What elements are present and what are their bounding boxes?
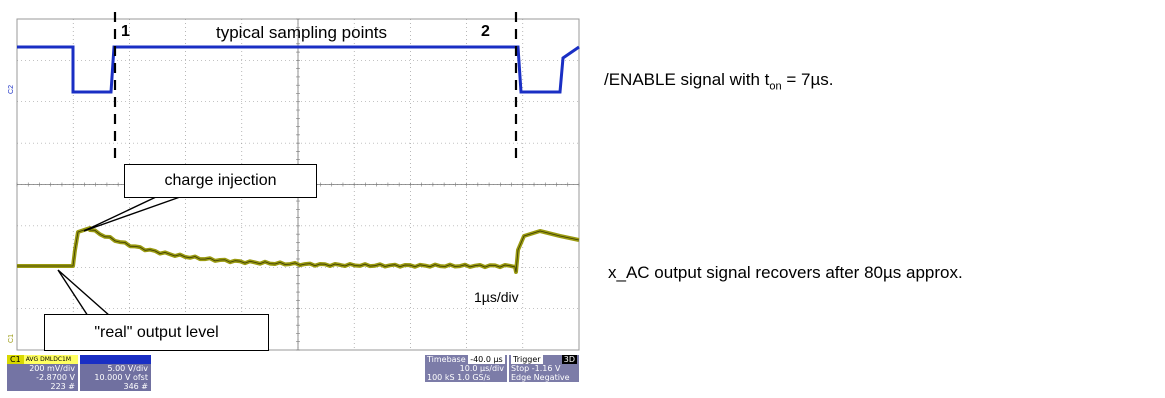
sampling-marker-2: 2: [481, 23, 490, 40]
real-output-leader: [57, 269, 111, 317]
trigger-panel[interactable]: Trigger 3D Stop -1.16 V Edge Negative: [509, 355, 579, 382]
scope-traces: [17, 45, 580, 274]
trigger-label: Trigger: [511, 355, 543, 364]
c1-panel[interactable]: C1 AVG DMLDC1M 200 mV/div -2.8700 V 223 …: [7, 355, 78, 391]
timebase-value: -40.0 µs: [468, 355, 505, 364]
real-output-level-callout: "real" output level: [44, 314, 269, 351]
c1-volts-div: 200 mV/div: [29, 364, 75, 373]
enable-trace: [17, 45, 580, 94]
xac-trace-core: [17, 227, 580, 273]
timebase-rate: 100 kS 1.0 GS/s: [427, 373, 491, 382]
scale-label: 1µs/div: [474, 289, 519, 305]
callout-leaders: [57, 196, 181, 317]
c1-tags: AVG DMLDC1M: [23, 355, 78, 364]
ch2-marker: C2: [7, 85, 15, 94]
trigger-badge: 3D: [561, 355, 577, 364]
sampling-lines: [113, 12, 518, 160]
charge-injection-callout: charge injection: [124, 164, 317, 198]
c1-offset: -2.8700 V: [36, 373, 75, 382]
c2-panel[interactable]: 5.00 V/div 10.000 V ofst 346 #: [80, 355, 151, 391]
enable-signal-note: /ENABLE signal with ton = 7µs.: [604, 70, 834, 93]
charge-injection-leader: [83, 196, 181, 232]
xac-recovery-note: x_AC output signal recovers after 80µs a…: [608, 263, 963, 282]
c1-label: C1: [7, 355, 24, 364]
timebase-label: Timebase: [427, 355, 466, 364]
ch1-marker: C1: [7, 334, 15, 343]
scope-title: typical sampling points: [216, 23, 388, 42]
c2-volts-div: 5.00 V/div: [107, 364, 148, 373]
trigger-edge: Edge Negative: [511, 373, 570, 382]
oscilloscope-screen: [16, 12, 580, 351]
timebase-panel[interactable]: Timebase -40.0 µs 10.0 µs/div 100 kS 1.0…: [425, 355, 507, 382]
c2-offset: 10.000 V ofst: [94, 373, 148, 382]
c1-count: 223 #: [50, 382, 75, 391]
sampling-marker-1: 1: [121, 23, 130, 40]
c2-count: 346 #: [123, 382, 148, 391]
trigger-level: Stop -1.16 V: [511, 364, 561, 373]
timebase-div: 10.0 µs/div: [459, 364, 504, 373]
